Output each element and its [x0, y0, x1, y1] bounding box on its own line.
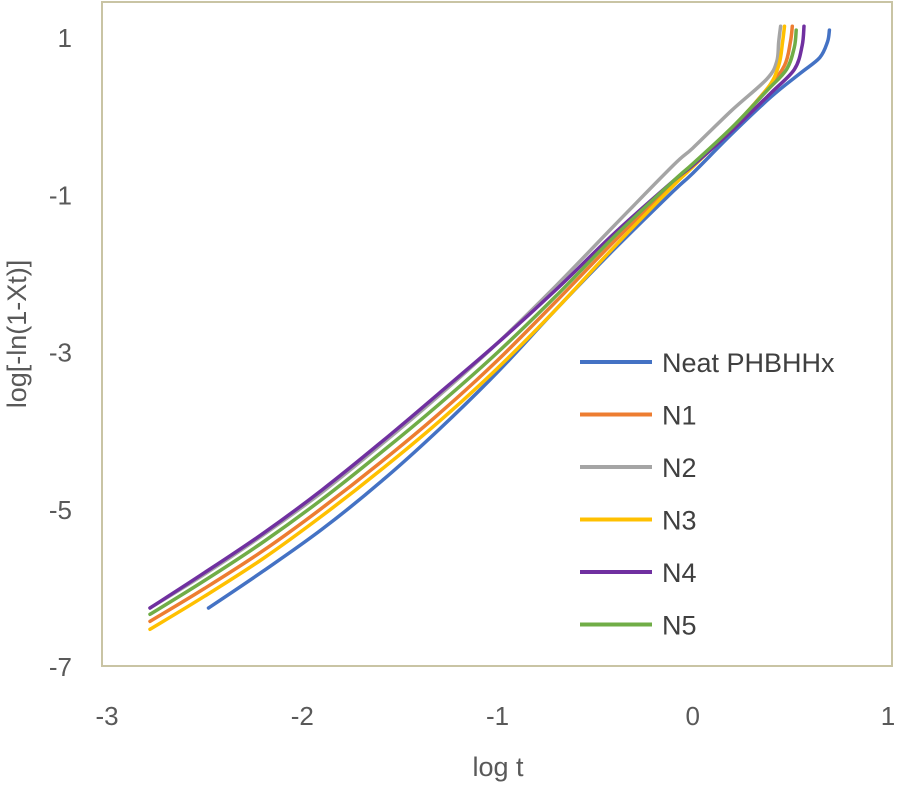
x-tick-label: 1: [881, 701, 895, 731]
legend-label: N1: [662, 401, 697, 431]
y-tick-label: -7: [49, 652, 72, 682]
legend-label: N2: [662, 453, 697, 483]
x-tick-label: 0: [686, 701, 700, 731]
x-tick-label: -3: [95, 701, 118, 731]
series-line-n5: [148, 28, 798, 617]
legend-label: N3: [662, 506, 697, 536]
legend-label: N5: [662, 611, 697, 641]
series-line-n4: [148, 24, 806, 610]
x-tick-label: -1: [486, 701, 509, 731]
x-axis-title: log t: [472, 752, 524, 782]
x-tick-label: -2: [291, 701, 314, 731]
y-tick-label: -3: [49, 338, 72, 368]
y-axis-title: log[-ln(1-Xt)]: [2, 260, 32, 409]
plot-frame: [101, 1, 893, 667]
y-tick-label: 1: [58, 23, 72, 53]
legend-label: N4: [662, 558, 697, 588]
series-line-n3: [148, 24, 787, 632]
y-tick-label: -1: [49, 180, 72, 210]
legend-label: Neat PHBHHx: [662, 348, 835, 378]
y-tick-label: -5: [49, 495, 72, 525]
